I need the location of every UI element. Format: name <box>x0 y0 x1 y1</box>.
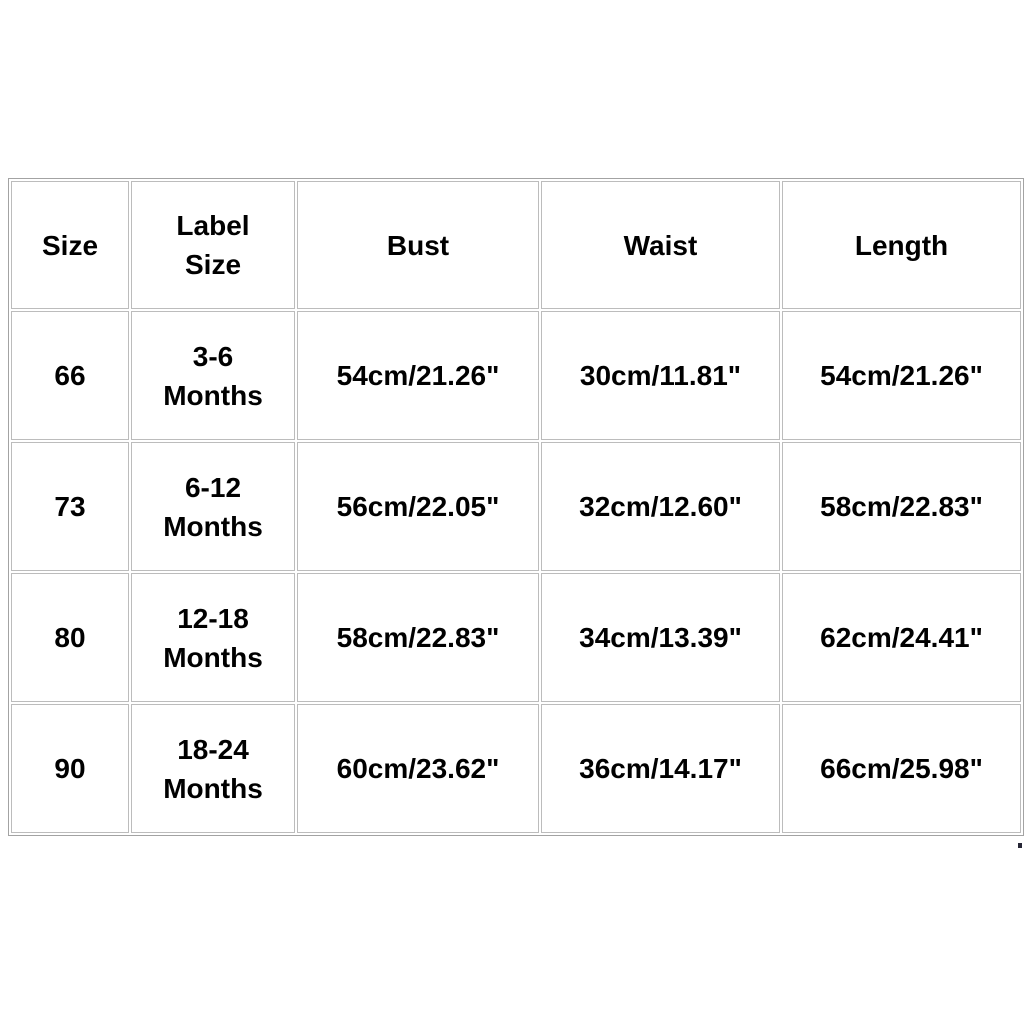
size-value: 80 <box>54 622 86 653</box>
length-value: 66cm/25.98" <box>820 753 983 784</box>
table-row: 90 18-24 Months 60cm/23.62" 36cm/14.17" … <box>11 704 1021 833</box>
column-header-label-size-label: Label Size <box>176 210 250 280</box>
cell-length: 54cm/21.26" <box>782 311 1021 440</box>
bust-value: 56cm/22.05" <box>336 491 500 522</box>
cell-waist: 32cm/12.60" <box>541 442 780 571</box>
size-value: 66 <box>54 360 86 391</box>
column-header-waist-label: Waist <box>623 229 698 261</box>
cell-length: 62cm/24.41" <box>782 573 1021 702</box>
cell-label-size: 12-18 Months <box>131 573 295 702</box>
length-value: 62cm/24.41" <box>820 622 983 653</box>
cell-bust: 60cm/23.62" <box>297 704 539 833</box>
label-size-value: 18-24 Months <box>163 733 263 804</box>
waist-value: 34cm/13.39" <box>579 622 742 653</box>
column-header-length-label: Length <box>854 229 949 261</box>
cell-bust: 56cm/22.05" <box>297 442 539 571</box>
cell-label-size: 6-12 Months <box>131 442 295 571</box>
waist-value: 36cm/14.17" <box>579 753 742 784</box>
label-size-value: 6-12 Months <box>163 471 263 542</box>
column-header-length: Length <box>782 181 1021 309</box>
size-chart-table: Size Label Size Bust Waist Length 66 3-6… <box>8 178 1024 836</box>
table-row: 73 6-12 Months 56cm/22.05" 32cm/12.60" 5… <box>11 442 1021 571</box>
artifact-speck <box>1018 843 1022 848</box>
cell-size: 90 <box>11 704 129 833</box>
cell-length: 58cm/22.83" <box>782 442 1021 571</box>
column-header-bust: Bust <box>297 181 539 309</box>
cell-waist: 34cm/13.39" <box>541 573 780 702</box>
cell-size: 80 <box>11 573 129 702</box>
bust-value: 60cm/23.62" <box>336 753 500 784</box>
table-row: 80 12-18 Months 58cm/22.83" 34cm/13.39" … <box>11 573 1021 702</box>
cell-label-size: 18-24 Months <box>131 704 295 833</box>
cell-label-size: 3-6 Months <box>131 311 295 440</box>
waist-value: 32cm/12.60" <box>579 491 742 522</box>
column-header-size: Size <box>11 181 129 309</box>
length-value: 54cm/21.26" <box>820 360 983 391</box>
column-header-waist: Waist <box>541 181 780 309</box>
bust-value: 58cm/22.83" <box>336 622 500 653</box>
column-header-bust-label: Bust <box>386 229 450 261</box>
cell-waist: 30cm/11.81" <box>541 311 780 440</box>
cell-bust: 58cm/22.83" <box>297 573 539 702</box>
table-row: 66 3-6 Months 54cm/21.26" 30cm/11.81" 54… <box>11 311 1021 440</box>
size-value: 90 <box>54 753 86 784</box>
cell-waist: 36cm/14.17" <box>541 704 780 833</box>
cell-size: 66 <box>11 311 129 440</box>
length-value: 58cm/22.83" <box>820 491 983 522</box>
label-size-value: 12-18 Months <box>163 602 263 673</box>
cell-bust: 54cm/21.26" <box>297 311 539 440</box>
column-header-size-label: Size <box>41 229 99 261</box>
bust-value: 54cm/21.26" <box>336 360 500 391</box>
size-value: 73 <box>54 491 86 522</box>
label-size-value: 3-6 Months <box>163 340 263 411</box>
cell-size: 73 <box>11 442 129 571</box>
column-header-label-size: Label Size <box>131 181 295 309</box>
header-row: Size Label Size Bust Waist Length <box>11 181 1021 309</box>
waist-value: 30cm/11.81" <box>579 360 742 391</box>
cell-length: 66cm/25.98" <box>782 704 1021 833</box>
